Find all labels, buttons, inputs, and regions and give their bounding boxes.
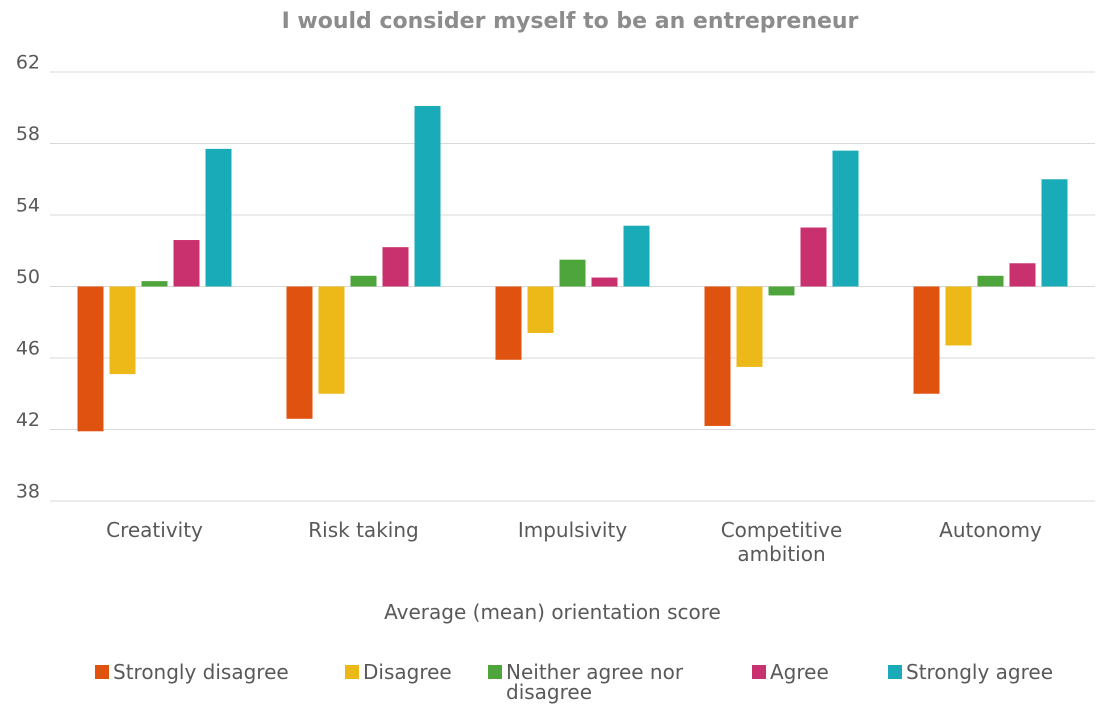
legend-swatch [752, 665, 766, 679]
bar [704, 286, 731, 426]
y-tick-label: 62 [16, 52, 40, 74]
x-axis-title: Average (mean) orientation score [384, 600, 721, 624]
x-tick-label: Impulsivity [517, 518, 628, 542]
legend-item: Disagree [345, 662, 475, 682]
bar [382, 247, 409, 287]
x-tick-label: Creativity [106, 518, 203, 542]
y-tick-label: 46 [16, 338, 40, 360]
bar [945, 286, 972, 346]
x-tick-label: Competitive ambition [720, 518, 843, 566]
bar [977, 275, 1004, 287]
y-tick-label: 38 [16, 481, 40, 503]
bar [109, 286, 136, 375]
bar [495, 286, 522, 360]
bar [591, 277, 618, 287]
bar [1009, 263, 1036, 287]
bar [559, 259, 586, 287]
legend-swatch [488, 665, 502, 679]
legend-label: Strongly agree [906, 660, 1054, 684]
bar [913, 286, 940, 394]
y-tick-label: 50 [16, 266, 40, 288]
bar [77, 286, 104, 432]
chart-title: I would consider myself to be an entrepr… [282, 9, 859, 34]
x-tick-label: Risk taking [308, 518, 419, 542]
bar [205, 148, 232, 287]
legend-item: Strongly agree [888, 662, 1088, 682]
y-tick-label: 54 [16, 195, 40, 217]
bar [286, 286, 313, 419]
legend-label: Neither agree nor disagree [506, 660, 684, 704]
bar [318, 286, 345, 394]
bar [141, 281, 168, 287]
y-tick-label: 58 [16, 123, 40, 145]
legend-swatch [888, 665, 902, 679]
legend-label: Strongly disagree [113, 660, 289, 684]
legend-label: Agree [770, 660, 829, 684]
legend-item: Agree [752, 662, 872, 682]
bar [768, 286, 795, 296]
bar [736, 286, 763, 367]
bar [414, 105, 441, 287]
bar [350, 275, 377, 287]
bar [800, 227, 827, 287]
bar [527, 286, 554, 333]
legend-item: Neither agree nor disagree [488, 662, 738, 702]
legend-label: Disagree [363, 660, 452, 684]
x-tick-label: Autonomy [939, 518, 1042, 542]
legend-item: Strongly disagree [95, 662, 335, 682]
bar [623, 225, 650, 287]
bar [1041, 179, 1068, 287]
legend-swatch [345, 665, 359, 679]
bar [832, 150, 859, 287]
legend-swatch [95, 665, 109, 679]
y-tick-label: 42 [16, 409, 40, 431]
bar [173, 240, 200, 287]
